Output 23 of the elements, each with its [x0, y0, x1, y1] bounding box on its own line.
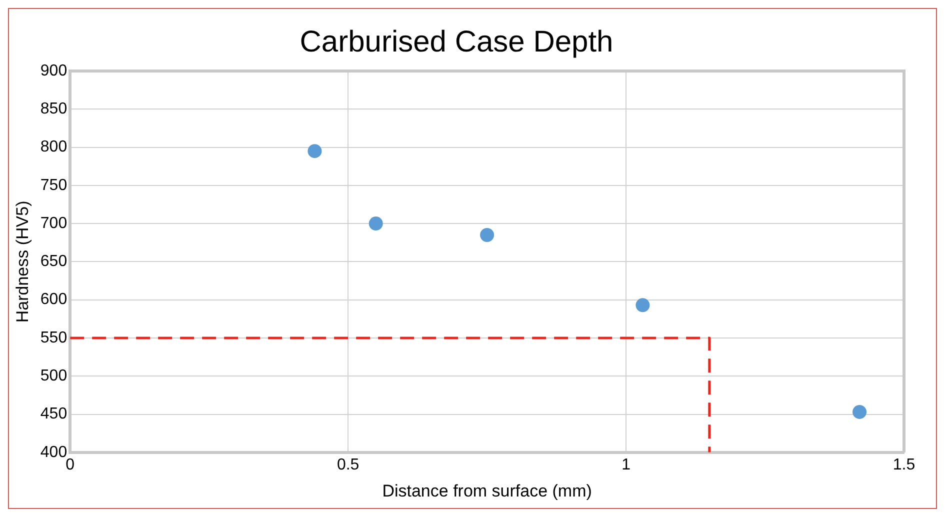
y-tick-label: 650 [40, 253, 68, 270]
x-tick-label: 1 [622, 456, 631, 474]
x-tick-label: 0.5 [336, 456, 360, 474]
chart-title: Carburised Case Depth [300, 25, 614, 58]
y-tick-label: 900 [40, 62, 68, 80]
y-tick-label: 600 [40, 291, 68, 308]
y-tick-label: 850 [40, 100, 68, 118]
x-tick-label: 0 [66, 456, 75, 474]
y-tick-label: 550 [40, 329, 68, 346]
point [368, 216, 383, 231]
y-tick-label: 450 [40, 406, 68, 423]
y-tick-label: 400 [40, 444, 68, 461]
point [308, 144, 322, 158]
x-tick-label: 1.5 [892, 456, 916, 474]
x-axis-title: Distance from surface (mm) [382, 481, 592, 500]
point [636, 298, 650, 312]
y-tick-label: 750 [40, 176, 68, 194]
y-tick-label: 700 [40, 214, 68, 232]
point [480, 228, 494, 242]
y-axis-title: Hardness (HV5) [12, 200, 32, 323]
point [852, 404, 867, 419]
y-tick-label: 500 [40, 368, 68, 385]
y-tick-label: 800 [40, 138, 68, 156]
